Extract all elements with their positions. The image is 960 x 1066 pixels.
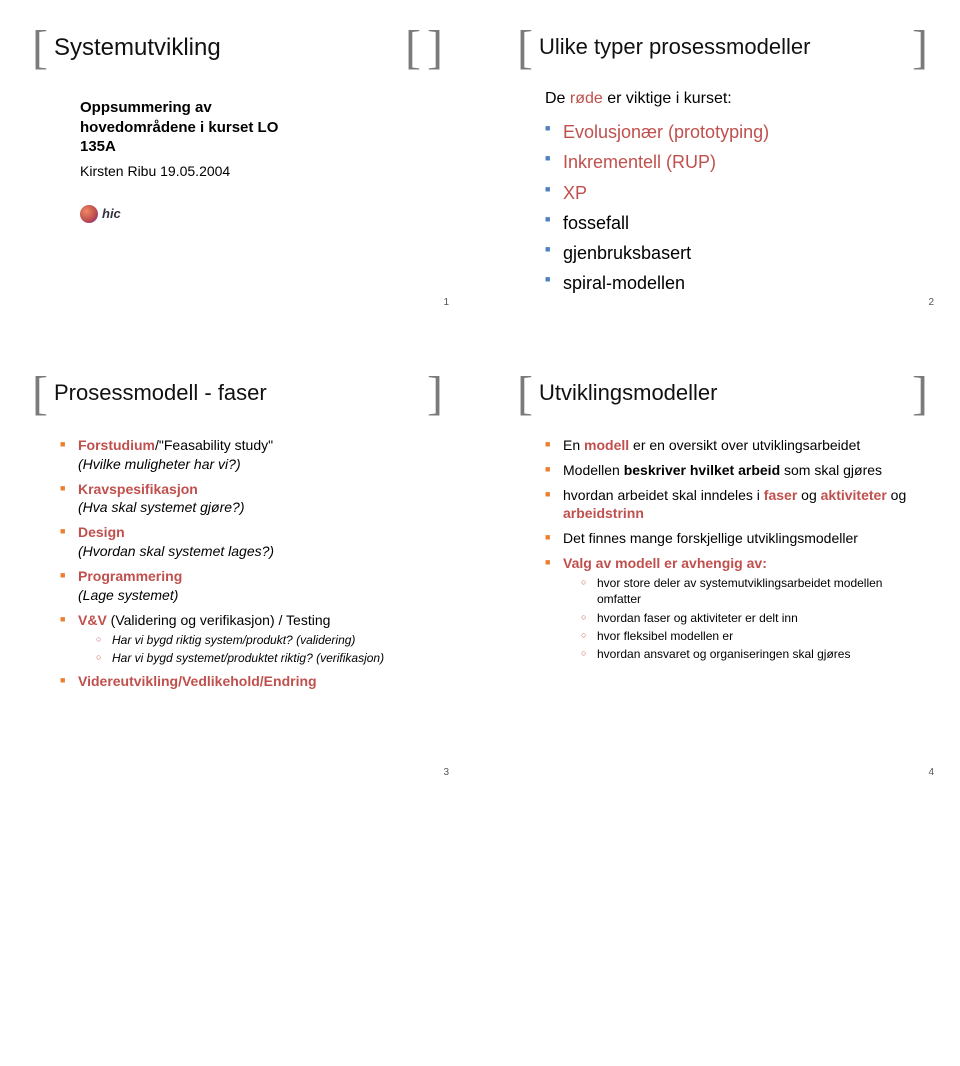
- phase-suffix: (Validering og verifikasjon) / Testing: [107, 612, 331, 628]
- bracket-left-icon: [: [32, 376, 48, 412]
- phase-head: Design: [78, 524, 125, 540]
- title-wrap: [ Ulike typer prosessmodeller ]: [517, 30, 928, 66]
- slide-content: Forstudium/"Feasability study" (Hvilke m…: [32, 436, 443, 691]
- sub-list: Har vi bygd riktig system/produkt? (vali…: [78, 632, 443, 666]
- slide-content: Oppsummering av hovedområdene i kurset L…: [32, 90, 443, 223]
- bracket-right-icon: ]: [427, 376, 443, 412]
- list-item: fossefall: [545, 211, 928, 235]
- bracket-left-icon: [: [517, 30, 533, 66]
- phase-list: Forstudium/"Feasability study" (Hvilke m…: [60, 436, 443, 691]
- list-item: hvordan arbeidet skal inndeles i faser o…: [545, 486, 928, 524]
- phase-head: Programmering: [78, 568, 182, 584]
- author-line: Kirsten Ribu 19.05.2004: [80, 163, 443, 179]
- list-item: V&V (Validering og verifikasjon) / Testi…: [60, 611, 443, 666]
- phase-head: Forstudium: [78, 437, 155, 453]
- list-item: Videreutvikling/Vedlikehold/Endring: [60, 672, 443, 691]
- bracket-right-group: [ ]: [405, 30, 443, 66]
- phase-sub: (Lage systemet): [78, 587, 178, 603]
- list-item: XP: [545, 181, 928, 205]
- model-list: En modell er en oversikt over utviklings…: [545, 436, 928, 662]
- logo-text: hic: [102, 206, 121, 221]
- t: faser: [764, 487, 797, 503]
- t: er en oversikt over utviklingsarbeidet: [629, 437, 860, 453]
- intro-post: er viktige i kurset:: [603, 90, 732, 107]
- bracket-left-icon: [: [405, 30, 421, 66]
- intro-pre: De: [545, 90, 570, 107]
- bracket-right-icon: ]: [912, 30, 928, 66]
- list-item: Det finnes mange forskjellige utviklings…: [545, 529, 928, 548]
- t: som skal gjøres: [780, 462, 882, 478]
- sub-item: hvordan ansvaret og organiseringen skal …: [581, 646, 928, 662]
- slide-number: 2: [928, 297, 934, 308]
- list-item: Kravspesifikasjon (Hva skal systemet gjø…: [60, 480, 443, 518]
- bracket-right-icon: ]: [912, 376, 928, 412]
- phase-head: Videreutvikling/Vedlikehold/Endring: [78, 673, 317, 689]
- t: En: [563, 437, 584, 453]
- intro-line: De røde er viktige i kurset:: [545, 90, 928, 108]
- t: Valg av modell er avhengig av:: [563, 555, 767, 571]
- list-item: En modell er en oversikt over utviklings…: [545, 436, 928, 455]
- phase-sub: (Hva skal systemet gjøre?): [78, 499, 244, 515]
- t: og: [797, 487, 820, 503]
- t: Modellen: [563, 462, 624, 478]
- t: og: [887, 487, 906, 503]
- list-item: gjenbruksbasert: [545, 241, 928, 265]
- slide-title: Ulike typer prosessmodeller: [539, 30, 906, 60]
- t: beskriver hvilket arbeid: [624, 462, 780, 478]
- phase-head: V&V: [78, 612, 107, 628]
- phase-suffix: /"Feasability study": [155, 437, 273, 453]
- logo: hic: [80, 205, 443, 223]
- slide-4: [ Utviklingsmodeller ] En modell er en o…: [495, 356, 950, 786]
- phase-sub: (Hvilke muligheter har vi?): [78, 456, 241, 472]
- title-wrap: [ Systemutvikling [ ]: [32, 30, 443, 66]
- bracket-left-icon: [: [32, 30, 48, 66]
- sub-item: hvor store deler av systemutviklingsarbe…: [581, 575, 928, 607]
- t: aktiviteter: [821, 487, 887, 503]
- list-item: Programmering (Lage systemet): [60, 567, 443, 605]
- list-item: Evolusjonær (prototyping): [545, 120, 928, 144]
- intro-red: røde: [570, 90, 603, 107]
- t: modell: [584, 437, 629, 453]
- phase-head: Kravspesifikasjon: [78, 481, 198, 497]
- sub-item: Har vi bygd systemet/produktet riktig? (…: [96, 650, 443, 666]
- title-wrap: [ Utviklingsmodeller ]: [517, 376, 928, 412]
- t: hvordan arbeidet skal inndeles i: [563, 487, 764, 503]
- logo-swirl-icon: [80, 205, 98, 223]
- bracket-left-icon: [: [517, 376, 533, 412]
- slide-content: En modell er en oversikt over utviklings…: [517, 436, 928, 662]
- slide-2: [ Ulike typer prosessmodeller ] De røde …: [495, 10, 950, 316]
- list-item: Modellen beskriver hvilket arbeid som sk…: [545, 461, 928, 480]
- slide-1: [ Systemutvikling [ ] Oppsummering av ho…: [10, 10, 465, 316]
- slide-number: 3: [443, 767, 449, 778]
- slide-content: De røde er viktige i kurset: Evolusjonær…: [517, 90, 928, 296]
- list-item: Design (Hvordan skal systemet lages?): [60, 523, 443, 561]
- list-item: spiral-modellen: [545, 271, 928, 295]
- list-item: Forstudium/"Feasability study" (Hvilke m…: [60, 436, 443, 474]
- sub-item: Har vi bygd riktig system/produkt? (vali…: [96, 632, 443, 648]
- list-item: Valg av modell er avhengig av: hvor stor…: [545, 554, 928, 662]
- slide-grid: [ Systemutvikling [ ] Oppsummering av ho…: [10, 10, 950, 786]
- sub-item: hvor fleksibel modellen er: [581, 628, 928, 644]
- t: arbeidstrinn: [563, 505, 644, 521]
- slide-number: 1: [443, 297, 449, 308]
- title-wrap: [ Prosessmodell - faser ]: [32, 376, 443, 412]
- sub-item: hvordan faser og aktiviteter er delt inn: [581, 610, 928, 626]
- slide-3: [ Prosessmodell - faser ] Forstudium/"Fe…: [10, 356, 465, 786]
- process-model-list: Evolusjonær (prototyping) Inkrementell (…: [545, 120, 928, 296]
- list-item: Inkrementell (RUP): [545, 150, 928, 174]
- phase-sub: (Hvordan skal systemet lages?): [78, 543, 274, 559]
- course-subtitle: Oppsummering av hovedområdene i kurset L…: [80, 98, 310, 157]
- sub-list: hvor store deler av systemutviklingsarbe…: [563, 575, 928, 662]
- slide-title: Systemutvikling: [54, 30, 399, 62]
- bracket-right-icon: ]: [427, 30, 443, 66]
- slide-title: Prosessmodell - faser: [54, 376, 421, 406]
- slide-title: Utviklingsmodeller: [539, 376, 906, 406]
- slide-number: 4: [928, 767, 934, 778]
